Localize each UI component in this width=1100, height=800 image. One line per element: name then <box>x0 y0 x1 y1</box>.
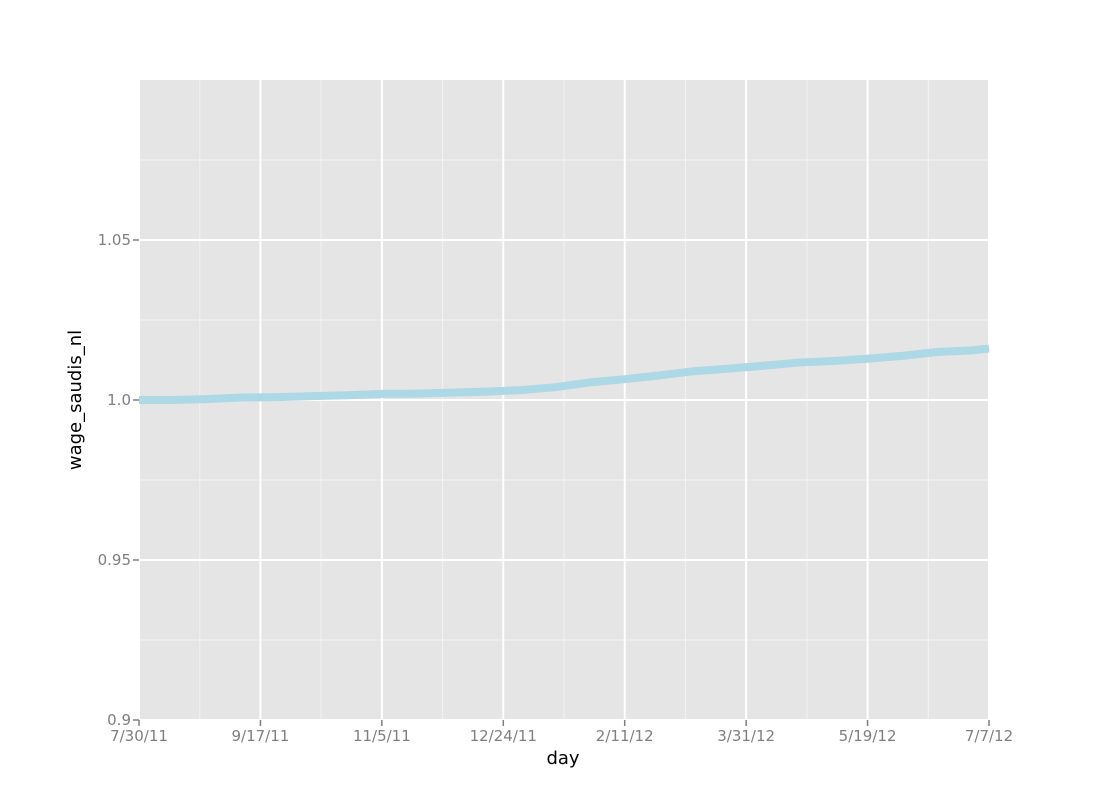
axis-ticks <box>133 239 990 726</box>
y-tick-label: 1.05 <box>98 231 131 249</box>
x-tick-label: 11/5/11 <box>353 727 411 745</box>
x-tick-label: 2/11/12 <box>596 727 654 745</box>
series-layer <box>139 344 990 404</box>
x-tick-label: 7/30/11 <box>110 727 168 745</box>
x-tick-label: 5/19/12 <box>839 727 897 745</box>
y-axis-title: wage_saudis_nl <box>65 330 86 470</box>
y-tick-label: 0.95 <box>98 551 131 569</box>
major-grid-lines <box>138 80 990 721</box>
x-tick-label: 12/24/11 <box>470 727 537 745</box>
x-axis-title: day <box>546 748 579 769</box>
tick-labels: 7/30/11 9/17/11 11/5/11 12/24/11 2/11/12 3/31… <box>98 231 1014 745</box>
y-tick-label: 0.9 <box>107 711 131 729</box>
y-tick-label: 1.0 <box>107 391 131 409</box>
series-line <box>139 344 990 404</box>
x-tick-label: 9/17/11 <box>232 727 290 745</box>
x-tick-label: 3/31/12 <box>717 727 775 745</box>
x-tick-label: 7/7/12 <box>965 727 1013 745</box>
